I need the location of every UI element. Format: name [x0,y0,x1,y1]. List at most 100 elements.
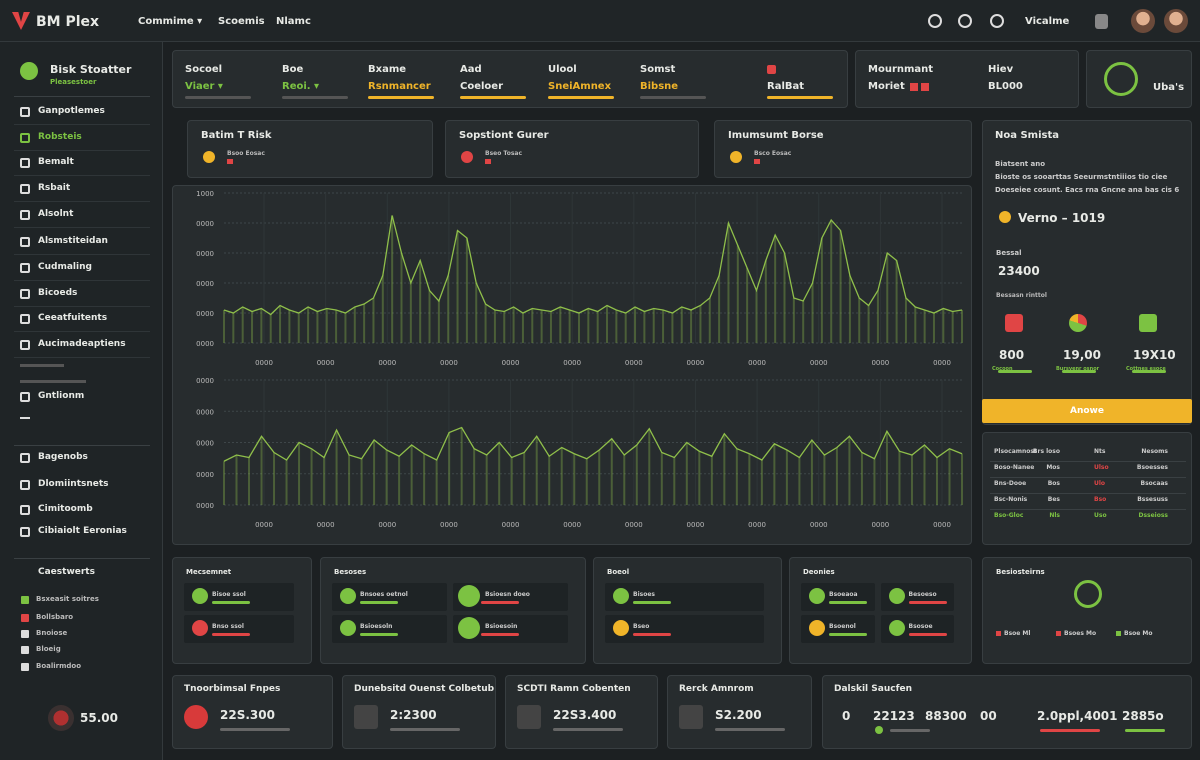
table-panel [982,432,1192,545]
action-button[interactable]: Anowe [982,399,1192,423]
stat-value[interactable]: Viaer ▾ [185,81,223,92]
indicator-bar [553,728,623,731]
y-tick-label: 0000 [196,408,214,416]
x-tick-label: 0000 [933,359,951,367]
indicator-bar [548,96,614,99]
x-tick-label: 0000 [687,359,705,367]
indicator-bar [360,633,398,636]
x-tick-label: 0000 [378,521,396,529]
bottom-value: 2885o [1122,709,1164,723]
indicator-bar [1132,370,1166,373]
sidebar-item[interactable]: Alsmstiteidan [38,236,108,246]
divider [14,124,150,125]
sidebar-item[interactable]: Cudmaling [38,262,92,272]
status-dot [461,151,473,163]
sub-icon [21,596,29,604]
stat-label: Somst [640,64,676,75]
card-title: Sopstiont Gurer [459,130,549,141]
card-sub: Bseo Tosac [485,150,523,157]
summary-label: Hiev [988,64,1014,75]
insight-panel [982,120,1192,425]
user-name: Vicalme [1025,16,1070,27]
sidebar-item[interactable]: Robsteis [38,132,82,142]
indicator-bar [390,728,460,731]
sidebar-item[interactable]: Bicoeds [38,288,78,298]
status-dot [192,588,208,604]
sidebar-item[interactable]: Cimitoomb [38,504,93,514]
icon-button[interactable] [928,14,942,28]
sub-icon [21,663,29,671]
table-row-line [990,461,1186,462]
sidebar-item[interactable]: Cibiaiolt Eeronias [38,526,127,536]
nav-icon [20,340,30,350]
y-tick-label: 0000 [196,280,214,288]
divider [14,175,150,176]
card-title: Batim T Risk [201,130,272,141]
sidebar-item[interactable]: Ganpotlemes [38,106,105,116]
icon-button[interactable] [990,14,1004,28]
nav-icon [20,314,30,324]
table-cell: Bsc-Nonis [994,496,1028,503]
x-tick-label: 0000 [748,359,766,367]
nav-icon [20,263,30,273]
status-dot [888,620,905,636]
panel-highlight: Verno – 1019 [1018,211,1106,225]
sidebar-item[interactable]: Bagenobs [38,452,88,462]
y-tick-label: 0000 [196,340,214,348]
table-cell: Bso-Gloc [994,512,1024,519]
sub-icon [21,646,29,654]
stat-icon [1005,314,1023,332]
widget-row: Bisoe ssol [212,591,246,598]
sidebar-item[interactable]: Alsolnt [38,209,74,219]
widget-row: Bisoes [633,591,655,598]
row-box [605,583,764,611]
widget-row: Bsoe Ml [1004,630,1031,637]
bottom-icon [517,705,541,729]
sidebar-item[interactable]: Rsbait [38,183,71,193]
sidebar-subitem[interactable]: Bloeig [36,645,61,653]
nav-icon [20,480,30,490]
table-cell: Bos [1047,480,1060,487]
divider [14,306,150,307]
icon-button[interactable] [958,14,972,28]
badge-text: Uba's [1153,82,1185,93]
avatar[interactable] [1164,9,1188,33]
stat-value: Bibsne [640,81,679,92]
table-cell: Bns-Dooe [994,480,1027,487]
bottom-value: 88300 [925,709,967,723]
sidebar-subitem[interactable]: Bsxeasit soitres [36,595,99,603]
stat-label: Boe [282,64,304,75]
nav-item[interactable]: Scoemis [218,16,265,27]
divider [14,331,150,332]
sidebar-subitem[interactable]: Boalirmdoo [36,662,82,670]
sidebar-item[interactable]: Aucimadeaptiens [38,339,126,349]
sidebar-subitem[interactable]: Bollsbaro [36,613,74,621]
notification-icon[interactable] [1095,14,1108,29]
badge-ring [1104,62,1138,96]
y-tick-label: 0000 [196,310,214,318]
widget-row: Bsioesn doeo [485,591,530,598]
indicator-bar [767,96,833,99]
table-cell: Nls [1049,512,1060,519]
alert-icon [921,83,929,91]
stat-label: Socoel [185,64,223,75]
table-header: Brs loso [1032,448,1060,455]
indicator-bar [829,633,867,636]
sidebar-subitem[interactable]: Bnoiose [36,629,68,637]
sidebar-item[interactable]: Bemalt [38,157,74,167]
widget-row: Besoeso [908,591,937,598]
nav-item[interactable]: Nlamc [276,16,311,27]
bottom-title: Rerck Amnrom [679,684,754,694]
avatar[interactable] [1131,9,1155,33]
stat-value[interactable]: Reoi. ▾ [282,81,320,92]
widget-row: Bsoe Mo [1124,630,1153,637]
badge-panel [1086,50,1192,108]
indicator-bar [481,601,519,604]
nav-item[interactable]: Commime ▾ [138,16,203,27]
sidebar-item[interactable]: Dlomiintsnets [38,479,109,489]
sidebar-item[interactable]: Gntlionm [38,391,85,401]
sidebar-item[interactable]: Ceeatfuitents [38,313,108,323]
indicator-bar [829,601,867,604]
divider [14,558,150,559]
table-cell: Bso [1094,496,1107,503]
